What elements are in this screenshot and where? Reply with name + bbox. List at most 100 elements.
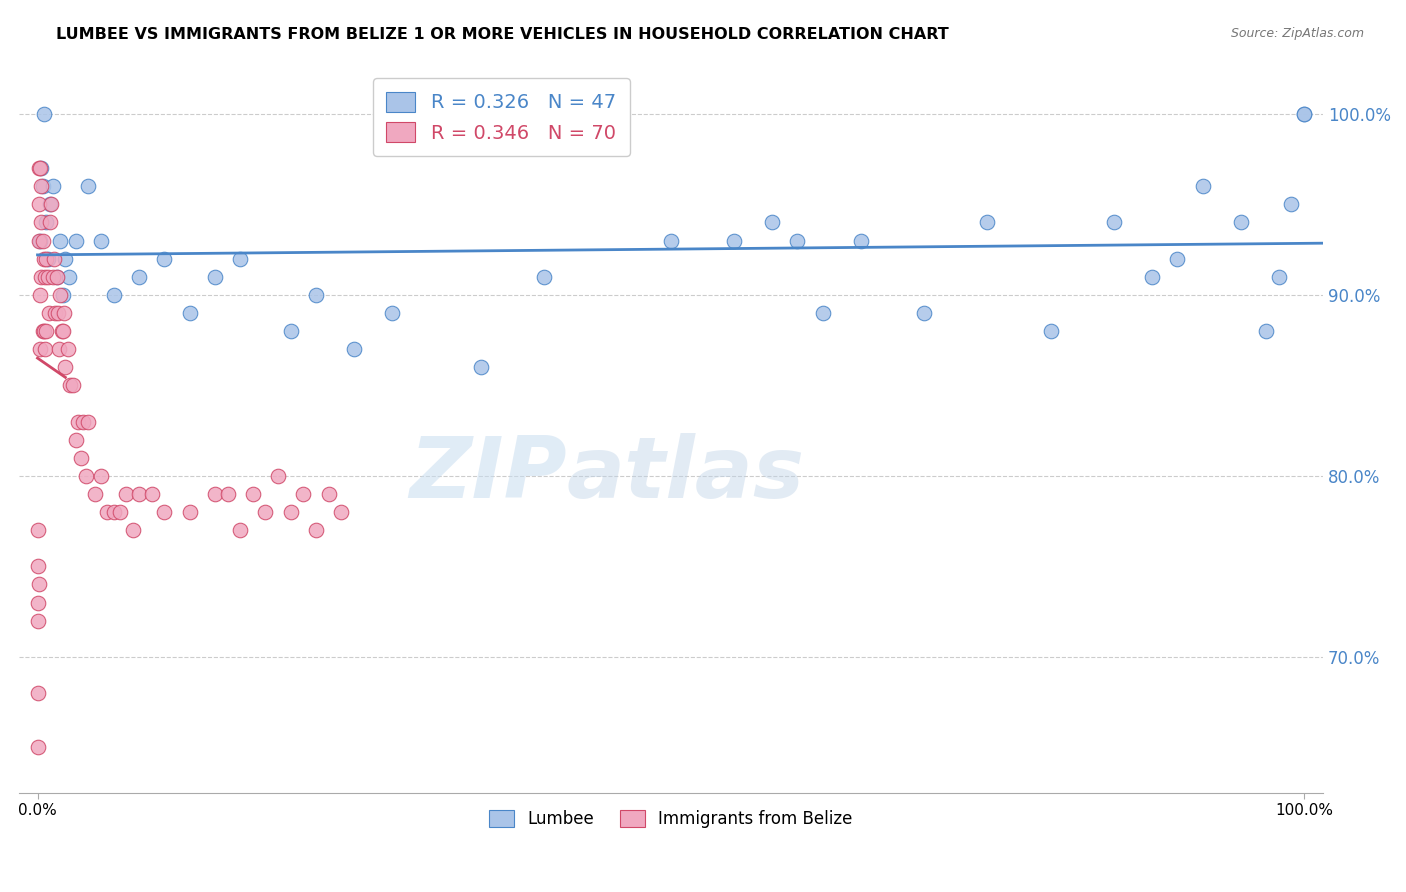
Point <box>35 252 58 266</box>
Point <box>1039 324 1062 338</box>
Point <box>128 487 150 501</box>
Point <box>38 306 60 320</box>
Point <box>35 324 58 338</box>
Point <box>470 360 492 375</box>
Point <box>28 234 51 248</box>
Point <box>305 523 328 537</box>
Point <box>28 161 51 175</box>
Point <box>254 505 277 519</box>
Point <box>976 215 998 229</box>
Point <box>83 487 105 501</box>
Point <box>27 559 49 574</box>
Point <box>53 306 76 320</box>
Point <box>77 415 100 429</box>
Point <box>242 487 264 501</box>
Point <box>42 252 65 266</box>
Point <box>31 234 53 248</box>
Point <box>1268 269 1291 284</box>
Point <box>1230 215 1253 229</box>
Point <box>28 288 51 302</box>
Point <box>267 468 290 483</box>
Text: ZIP: ZIP <box>409 433 567 516</box>
Point <box>217 487 239 501</box>
Point <box>179 306 201 320</box>
Point <box>28 577 51 591</box>
Point <box>1281 197 1303 211</box>
Point <box>27 596 49 610</box>
Point <box>32 324 55 338</box>
Point <box>108 505 131 519</box>
Point <box>45 269 67 284</box>
Point <box>56 342 79 356</box>
Point <box>115 487 138 501</box>
Point <box>28 234 51 248</box>
Point <box>46 306 69 320</box>
Point <box>37 269 59 284</box>
Point <box>30 215 52 229</box>
Text: Source: ZipAtlas.com: Source: ZipAtlas.com <box>1230 27 1364 40</box>
Point <box>280 505 302 519</box>
Text: atlas: atlas <box>567 433 804 516</box>
Point <box>103 505 125 519</box>
Point <box>58 269 80 284</box>
Point <box>1294 107 1316 121</box>
Point <box>849 234 872 248</box>
Point <box>330 505 353 519</box>
Point <box>75 468 97 483</box>
Point <box>67 415 90 429</box>
Point <box>52 288 75 302</box>
Point <box>318 487 340 501</box>
Point <box>65 234 87 248</box>
Point <box>723 234 745 248</box>
Point <box>35 215 58 229</box>
Point <box>1191 179 1213 194</box>
Point <box>31 179 53 194</box>
Point <box>27 686 49 700</box>
Point <box>39 215 62 229</box>
Point <box>912 306 935 320</box>
Point <box>292 487 315 501</box>
Text: LUMBEE VS IMMIGRANTS FROM BELIZE 1 OR MORE VEHICLES IN HOUSEHOLD CORRELATION CHA: LUMBEE VS IMMIGRANTS FROM BELIZE 1 OR MO… <box>56 27 949 42</box>
Point <box>153 505 176 519</box>
Point <box>786 234 808 248</box>
Point <box>41 197 63 211</box>
Point <box>30 179 52 194</box>
Point <box>45 269 67 284</box>
Point <box>229 523 252 537</box>
Point <box>90 468 112 483</box>
Point <box>44 306 66 320</box>
Point <box>28 342 51 356</box>
Point <box>96 505 118 519</box>
Point <box>811 306 834 320</box>
Point <box>30 269 52 284</box>
Point <box>103 288 125 302</box>
Point <box>27 523 49 537</box>
Point <box>27 740 49 755</box>
Point <box>49 288 72 302</box>
Point <box>41 269 63 284</box>
Point <box>28 197 51 211</box>
Point <box>1294 107 1316 121</box>
Point <box>72 415 94 429</box>
Point <box>128 269 150 284</box>
Point <box>39 197 62 211</box>
Point <box>204 269 226 284</box>
Point <box>59 378 82 392</box>
Point <box>41 179 63 194</box>
Point <box>27 614 49 628</box>
Point <box>52 324 75 338</box>
Point <box>1102 215 1125 229</box>
Point <box>77 179 100 194</box>
Point <box>53 252 76 266</box>
Point <box>343 342 366 356</box>
Point <box>1166 252 1188 266</box>
Point <box>305 288 328 302</box>
Point <box>32 107 55 121</box>
Point <box>141 487 163 501</box>
Point <box>49 234 72 248</box>
Legend: Lumbee, Immigrants from Belize: Lumbee, Immigrants from Belize <box>482 804 859 835</box>
Point <box>229 252 252 266</box>
Point <box>1140 269 1163 284</box>
Point <box>31 324 53 338</box>
Point <box>34 269 56 284</box>
